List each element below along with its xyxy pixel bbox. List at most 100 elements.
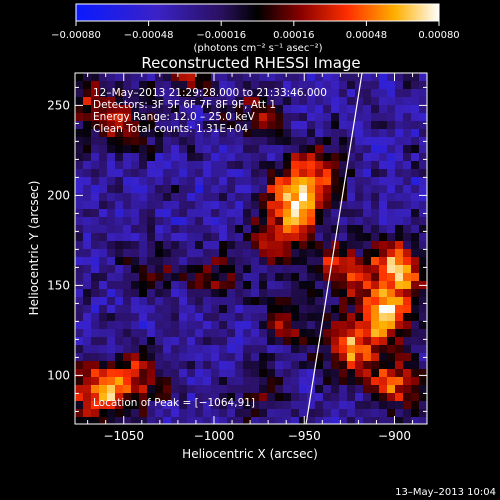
heatmap-cell [315, 321, 324, 330]
heatmap-cell [235, 137, 244, 146]
heatmap-cell [363, 193, 372, 202]
heatmap-cell [131, 369, 140, 378]
heatmap-cell [403, 185, 412, 194]
heatmap-cell [203, 193, 212, 202]
heatmap-cell [187, 265, 196, 274]
heatmap-cell [91, 401, 100, 410]
heatmap-cell [363, 113, 372, 122]
heatmap-cell [371, 329, 380, 338]
heatmap-cell [195, 153, 204, 162]
heatmap-cell [155, 73, 164, 82]
heatmap-cell [147, 409, 156, 418]
heatmap-cell [331, 105, 340, 114]
heatmap-cell [195, 89, 204, 98]
heatmap-cell [123, 105, 132, 114]
heatmap-cell [75, 153, 84, 162]
heatmap-cell [187, 121, 196, 130]
heatmap-cell [275, 241, 284, 250]
heatmap-cell [363, 361, 372, 370]
heatmap-cell [155, 105, 164, 114]
heatmap-cell [411, 185, 420, 194]
heatmap-cell [323, 257, 332, 266]
heatmap-cell [211, 89, 220, 98]
heatmap-cell [339, 233, 348, 242]
heatmap-cell [323, 217, 332, 226]
heatmap-cell [155, 97, 164, 106]
heatmap-cell [267, 89, 276, 98]
heatmap-cell [211, 369, 220, 378]
heatmap-cell [339, 353, 348, 362]
heatmap-cell [219, 201, 228, 210]
heatmap-cell [179, 89, 188, 98]
heatmap-cell [395, 345, 404, 354]
heatmap-cell [131, 169, 140, 178]
heatmap-cell [331, 273, 340, 282]
heatmap-cell [235, 217, 244, 226]
heatmap-cell [315, 233, 324, 242]
heatmap-cell [155, 305, 164, 314]
heatmap-cell [323, 81, 332, 90]
heatmap-cell [195, 297, 204, 306]
heatmap-cell [203, 337, 212, 346]
heatmap-cell [139, 385, 148, 394]
heatmap-cell [115, 137, 124, 146]
heatmap-cell [187, 241, 196, 250]
heatmap-cell [227, 265, 236, 274]
heatmap-cell [171, 193, 180, 202]
heatmap-cell [395, 185, 404, 194]
heatmap-cell [331, 129, 340, 138]
heatmap-cell [123, 321, 132, 330]
heatmap-cell [139, 273, 148, 282]
heatmap-cell [403, 105, 412, 114]
heatmap-cell [155, 89, 164, 98]
heatmap-cell [83, 361, 92, 370]
heatmap-cell [163, 89, 172, 98]
heatmap-cell [83, 161, 92, 170]
heatmap-cell [115, 337, 124, 346]
heatmap-cell [227, 233, 236, 242]
heatmap-cell [203, 241, 212, 250]
heatmap-cell [251, 337, 260, 346]
heatmap-cell [107, 105, 116, 114]
heatmap-cell [91, 353, 100, 362]
heatmap-cell [339, 161, 348, 170]
heatmap-cell [219, 409, 228, 418]
heatmap-cell [395, 121, 404, 130]
heatmap-cell [219, 393, 228, 402]
heatmap-cell [219, 153, 228, 162]
heatmap-cell [195, 329, 204, 338]
heatmap-cell [371, 145, 380, 154]
heatmap-cell [387, 265, 396, 274]
heatmap-cell [331, 417, 340, 424]
heatmap-cell [251, 233, 260, 242]
heatmap-cell [275, 353, 284, 362]
heatmap-cell [243, 185, 252, 194]
heatmap-cell [379, 313, 388, 322]
heatmap-cell [227, 225, 236, 234]
heatmap-cell [163, 401, 172, 410]
heatmap-cell [211, 121, 220, 130]
heatmap-cell [291, 329, 300, 338]
heatmap-cell [243, 225, 252, 234]
heatmap-cell [347, 161, 356, 170]
heatmap-cell [387, 105, 396, 114]
heatmap-cell [323, 273, 332, 282]
heatmap-cell [75, 417, 84, 424]
heatmap-cell [291, 209, 300, 218]
heatmap-cell [379, 305, 388, 314]
heatmap-cell [147, 385, 156, 394]
heatmap-cell [379, 193, 388, 202]
heatmap-cell [203, 81, 212, 90]
heatmap-cell [283, 369, 292, 378]
heatmap-cell [275, 321, 284, 330]
heatmap-cell [155, 81, 164, 90]
heatmap-cell [355, 113, 364, 122]
heatmap-cell [331, 385, 340, 394]
heatmap-cell [395, 201, 404, 210]
heatmap-cell [315, 137, 324, 146]
heatmap-cell [411, 321, 420, 330]
heatmap-cell [99, 361, 108, 370]
heatmap-cell [379, 393, 388, 402]
heatmap-cell [211, 265, 220, 274]
heatmap-cell [139, 265, 148, 274]
